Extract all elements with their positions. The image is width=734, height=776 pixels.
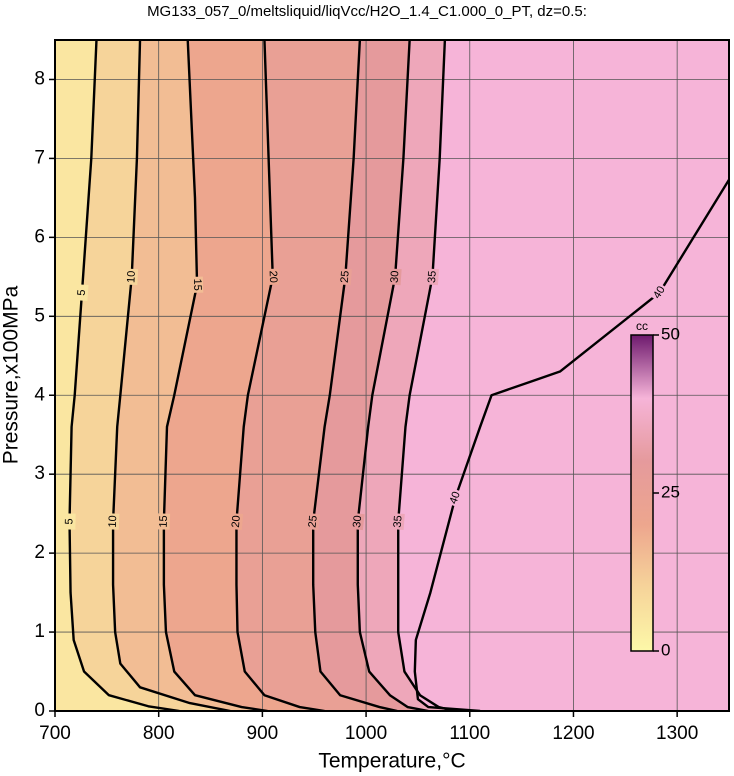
y-tick-label: 0 [34,700,45,721]
contour-label-bg [338,268,352,286]
y-tick-label: 1 [34,621,45,642]
contour-label-group: 40 [446,488,464,508]
colorbar-tick-label: 50 [661,324,680,343]
contour-label-group: 25 [306,512,321,531]
contour-label: 25 [306,515,319,529]
contour-label-group: 30 [350,512,365,531]
y-axis-title: Pressure,x100MPa [0,285,23,464]
contour-label-group: 5 [75,284,89,302]
contour-label-group: 20 [266,268,280,286]
contour-label-group: 25 [338,268,352,286]
y-tick-label: 6 [34,226,45,247]
contour-label-bg [306,512,321,531]
contour-line [356,40,429,711]
contour-label: 20 [230,515,243,528]
x-tick-label: 700 [39,723,71,744]
contour-label-group: 10 [107,513,120,530]
contour-label-bg [125,268,139,286]
contour-label-group: 20 [229,513,244,530]
contour-label: 25 [339,270,352,283]
x-tick-label: 1300 [656,723,698,744]
x-tick-label: 900 [247,723,279,744]
colorbar: cc 0 25 50 [630,319,680,659]
y-tick-label: 2 [34,542,45,563]
y-tick-label: 8 [34,68,45,89]
axes: 700 800 900 1000 1100 1200 1300 0 1 2 3 4 5 6 7 8 [34,68,698,744]
contour-label-group: 5 [63,513,76,530]
contour-label: 30 [389,270,402,283]
x-tick-label: 800 [143,723,175,744]
contour-label-bg [388,268,402,286]
contour-line [111,40,231,711]
contour-label: 40 [447,490,462,506]
x-tick-label: 1000 [345,723,387,744]
contour-label-bg [446,488,464,508]
y-tick-label: 3 [34,463,45,484]
contour-label-bg [425,268,439,286]
contour-label-bg [106,513,120,530]
contour-label-bg [190,276,204,293]
contour-label-bg [650,282,669,303]
contour-label-bg [157,513,171,530]
colorbar-label: cc [636,319,648,333]
x-axis-title: Temperature,°C [318,750,465,773]
contour-label: 10 [125,270,138,283]
contour-label: 30 [351,515,364,528]
contour-label: 35 [392,515,405,528]
contour-line [235,40,325,711]
contour-label-bg [391,513,405,530]
contour-label-group: 35 [391,513,405,530]
contour-line [397,40,455,711]
contour-label-group: 15 [157,513,171,530]
contour-label-bg [350,512,365,531]
contour-line [68,40,180,711]
contour-label-bg [266,268,280,286]
y-tick-label: 7 [34,147,45,168]
contour-lines [68,40,729,711]
x-tick-label: 1100 [449,723,490,744]
contour-line [311,40,398,711]
contour-labels: 5 5 10 10 15 15 20 20 25 25 30 30 35 35 40 40 [63,268,669,531]
contour-label: 5 [76,289,88,296]
y-tick-label: 5 [34,305,45,326]
chart-title: MG133_057_0/meltsliquid/liqVcc/H2O_1.4_C… [147,3,587,20]
contour-label-group: 15 [190,276,204,293]
contour-label: 20 [267,270,279,283]
x-tick-label: 1200 [552,723,594,744]
contour-label-group: 30 [388,268,402,286]
contour-label: 15 [191,278,203,291]
contour-label-bg [229,513,244,530]
contour-label-bg [75,284,89,302]
contour-label-bg [63,513,76,530]
contour-label: 5 [63,518,75,524]
contour-label: 10 [107,515,120,528]
contour-line [413,179,729,711]
contour-label-group: 10 [125,268,139,286]
colorbar-scale [630,334,654,652]
plot-frame [54,39,730,712]
filled-regions [55,40,729,711]
colorbar-tick-label: 0 [661,640,670,659]
colorbar-tick-label: 25 [661,482,680,501]
contour-label: 40 [651,284,668,301]
contour-label-group: 40 [650,282,669,303]
contour-label-group: 35 [425,268,439,286]
contour-line [162,40,268,711]
y-tick-label: 4 [34,384,45,405]
contour-label: 35 [426,270,439,283]
contour-label: 15 [158,515,170,528]
